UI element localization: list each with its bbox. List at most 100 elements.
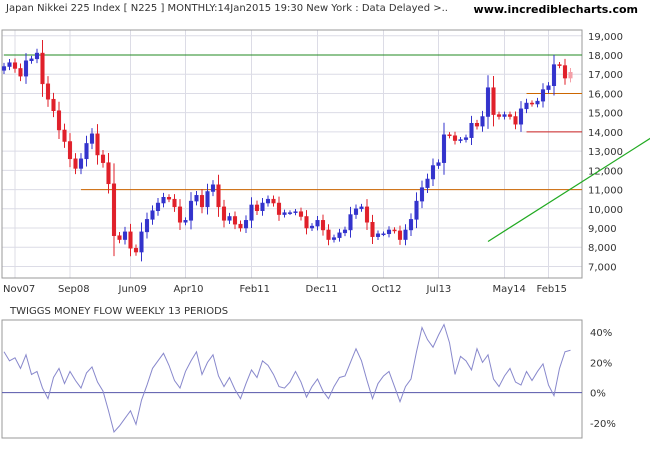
- candle-body: [133, 247, 139, 253]
- candle-body: [507, 114, 513, 117]
- candle-body: [375, 233, 381, 237]
- candle-body: [78, 158, 84, 169]
- indicator-y-tick-label: 20%: [590, 358, 612, 369]
- candle-body: [458, 139, 463, 141]
- y-tick-label: 19,000: [588, 32, 623, 43]
- y-tick-label: 16,000: [588, 89, 623, 100]
- candle-body: [480, 116, 485, 127]
- x-tick-label: Oct12: [372, 284, 402, 295]
- x-tick-label: Nov07: [3, 284, 35, 295]
- indicator-y-tick-label: -20%: [590, 419, 616, 430]
- candle-body: [199, 195, 205, 208]
- indicator-y-tick-label: 0%: [590, 389, 606, 400]
- x-tick-label: Feb15: [537, 284, 567, 295]
- candle-body: [353, 208, 359, 215]
- candle-body: [348, 214, 353, 231]
- x-tick-label: Apr10: [174, 284, 204, 295]
- candle-body: [84, 143, 89, 160]
- y-tick-label: 15,000: [588, 109, 623, 120]
- candle-body: [320, 220, 326, 231]
- candle-body: [452, 135, 458, 141]
- candle-body: [359, 206, 364, 210]
- candle-body: [315, 220, 320, 227]
- candle-body: [342, 229, 348, 234]
- candle-body: [441, 134, 447, 163]
- candle-body: [430, 165, 436, 180]
- candle-body: [529, 102, 535, 105]
- y-tick-label: 18,000: [588, 51, 623, 62]
- candle-body: [474, 122, 480, 127]
- candle-body: [491, 87, 496, 115]
- candle-body: [155, 202, 161, 211]
- candle-body: [546, 85, 551, 90]
- price-panel: 7,000 8,000 9,000 10,000 11,000 12,000 13,000 1…: [1, 29, 650, 295]
- candle-body: [381, 233, 386, 236]
- candle-body: [7, 62, 12, 67]
- candle-body: [139, 231, 144, 253]
- candle-body: [23, 60, 29, 77]
- candle-body: [364, 206, 370, 223]
- candle-body: [111, 183, 117, 236]
- candle-body: [337, 232, 342, 238]
- candle-body: [128, 231, 133, 249]
- site-logo-text: www.incrediblecharts.com: [473, 3, 638, 16]
- candle-body: [194, 195, 199, 202]
- candle-body: [100, 154, 106, 163]
- candle-body: [557, 64, 562, 66]
- candle-body: [249, 204, 254, 221]
- candle-body: [419, 187, 425, 202]
- candle-body: [304, 216, 309, 229]
- candle-body: [254, 204, 260, 211]
- candle-body: [298, 211, 304, 217]
- x-tick-label: Feb11: [240, 284, 270, 295]
- candle-body: [276, 202, 282, 215]
- candle-body: [485, 87, 491, 117]
- candle-body: [463, 137, 469, 140]
- candle-body: [177, 206, 183, 223]
- x-tick-label: Jun09: [118, 284, 147, 295]
- candle-body: [562, 65, 568, 79]
- candle-body: [386, 229, 392, 235]
- candle-body: [89, 133, 95, 144]
- candle-body: [403, 229, 408, 240]
- candle-body: [397, 230, 403, 240]
- y-tick-label: 17,000: [588, 70, 623, 81]
- candle-body: [568, 72, 573, 79]
- candle-body: [150, 210, 155, 220]
- candle-body: [436, 162, 441, 166]
- chart-title: Japan Nikkei 225 Index [ N225 ] MONTHLY:…: [6, 3, 448, 14]
- candle-body: [227, 216, 232, 221]
- candle-body: [188, 200, 194, 221]
- candle-body: [56, 110, 62, 131]
- candle-body: [540, 89, 546, 102]
- indicator-panel: 40% 20% 0% -20% TWIGGS MONEY FLOW WEEKLY 13 …: [1, 306, 616, 439]
- candle-body: [408, 219, 414, 231]
- candle-body: [524, 102, 529, 110]
- candle-body: [161, 197, 166, 204]
- candle-body: [502, 114, 507, 117]
- candle-body: [144, 219, 150, 233]
- y-tick-label: 9,000: [588, 224, 617, 235]
- candle-body: [18, 68, 23, 77]
- x-tick-label: Dec11: [306, 284, 338, 295]
- candle-body: [40, 52, 45, 85]
- candle-body: [67, 141, 73, 160]
- candle-body: [309, 225, 315, 229]
- x-tick-label: Sep08: [58, 284, 90, 295]
- indicator-frame: [1, 319, 583, 439]
- candle-body: [535, 100, 540, 105]
- candle-body: [243, 220, 249, 229]
- candle-body: [12, 62, 18, 69]
- candle-body: [260, 202, 265, 211]
- candle-body: [447, 134, 452, 137]
- candle-body: [205, 191, 210, 208]
- candle-body: [331, 237, 337, 240]
- candle-body: [551, 64, 557, 87]
- candle-body: [117, 235, 122, 240]
- candle-body: [172, 198, 177, 208]
- candle-body: [282, 212, 287, 215]
- money-flow-line: [3, 323, 571, 433]
- price-frame: [1, 29, 583, 279]
- x-tick-label: May14: [493, 284, 526, 295]
